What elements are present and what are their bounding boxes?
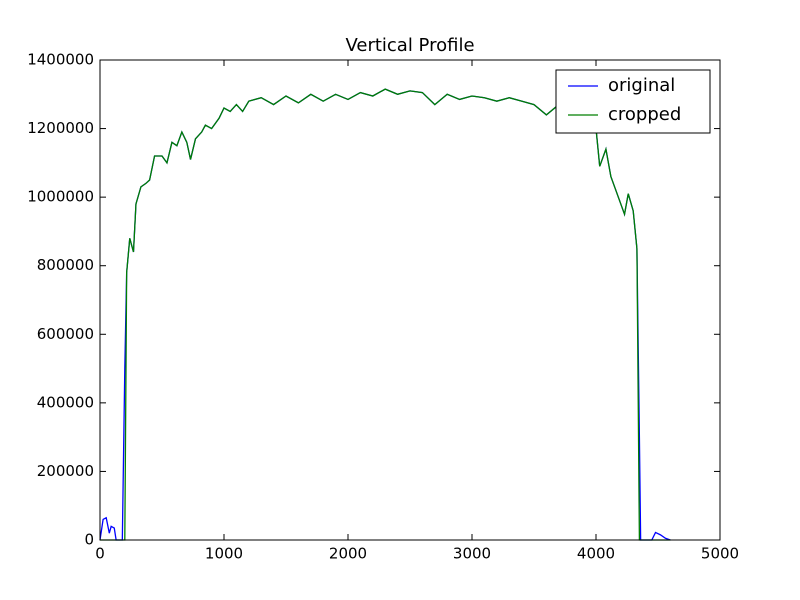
x-tick-label: 2000 <box>329 545 367 563</box>
series-line <box>100 88 671 541</box>
x-tick-label: 0 <box>95 545 105 563</box>
y-tick-label: 0 <box>84 531 94 549</box>
y-tick-label: 1200000 <box>27 119 94 137</box>
plot-frame <box>99 59 721 541</box>
y-tick-label: 400000 <box>37 393 94 411</box>
y-tick-label: 1000000 <box>27 188 94 206</box>
x-tick-label: 5000 <box>701 545 739 563</box>
x-tick-label: 1000 <box>205 545 243 563</box>
series-line <box>99 88 671 541</box>
legend-label: original <box>608 75 675 96</box>
chart-title: Vertical Profile <box>345 35 474 56</box>
legend-label: cropped <box>608 104 681 125</box>
x-tick-label: 4000 <box>577 545 615 563</box>
x-tick-label: 3000 <box>453 545 491 563</box>
legend-box <box>555 69 711 134</box>
y-tick-label: 1400000 <box>27 51 94 69</box>
y-tick-label: 200000 <box>37 462 94 480</box>
y-tick-label: 600000 <box>37 325 94 343</box>
y-tick-label: 800000 <box>37 256 94 274</box>
